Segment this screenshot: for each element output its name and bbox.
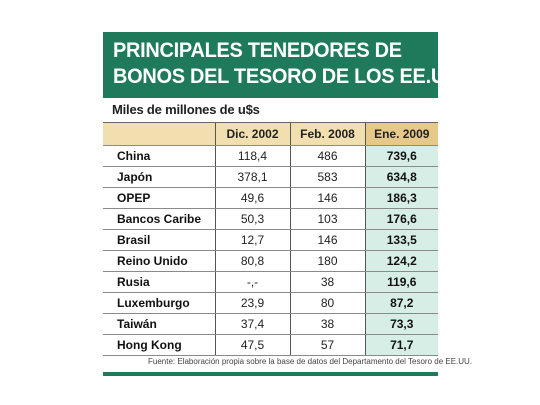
value-feb-2008: 38: [289, 271, 365, 293]
data-table-wrapper: Dic. 2002 Feb. 2008 Ene. 2009 China 118,4…: [103, 122, 438, 356]
row-label: Bancos Caribe: [103, 208, 215, 230]
value-feb-2008: 38: [289, 313, 365, 335]
value-dic-2002: 47,5: [214, 334, 290, 356]
bottom-accent-bar: [103, 372, 438, 376]
header-cell-ene-2009: Ene. 2009: [364, 123, 438, 146]
table-row: Bancos Caribe 50,3 103 176,6: [103, 208, 438, 230]
row-label: Brasil: [103, 229, 215, 251]
value-feb-2008: 486: [289, 145, 365, 167]
header-cell-name: [103, 123, 215, 146]
value-ene-2009: 73,3: [364, 313, 438, 335]
row-label: Reino Unido: [103, 250, 215, 272]
row-label: OPEP: [103, 187, 215, 209]
value-feb-2008: 80: [289, 292, 365, 314]
value-dic-2002: 37,4: [214, 313, 290, 335]
value-feb-2008: 180: [289, 250, 365, 272]
value-feb-2008: 57: [289, 334, 365, 356]
value-dic-2002: 12,7: [214, 229, 290, 251]
row-label: China: [103, 145, 215, 167]
value-ene-2009: 186,3: [364, 187, 438, 209]
holders-table: Dic. 2002 Feb. 2008 Ene. 2009 China 118,4…: [103, 123, 438, 356]
value-feb-2008: 146: [289, 187, 365, 209]
value-feb-2008: 146: [289, 229, 365, 251]
value-dic-2002: -,-: [214, 271, 290, 293]
source-note: Fuente: Elaboración propia sobre la base…: [148, 357, 473, 366]
value-dic-2002: 118,4: [214, 145, 290, 167]
value-feb-2008: 103: [289, 208, 365, 230]
table-row: Luxemburgo 23,9 80 87,2: [103, 292, 438, 314]
value-ene-2009: 739,6: [364, 145, 438, 167]
value-ene-2009: 119,6: [364, 271, 438, 293]
title-line-2: BONOS DEL TESORO DE LOS EE.UU.: [113, 65, 465, 88]
value-dic-2002: 80,8: [214, 250, 290, 272]
row-label: Rusia: [103, 271, 215, 293]
value-dic-2002: 49,6: [214, 187, 290, 209]
units-subtitle: Miles de millones de u$s: [112, 102, 260, 117]
value-dic-2002: 50,3: [214, 208, 290, 230]
table-row: Taiwán 37,4 38 73,3: [103, 313, 438, 335]
value-ene-2009: 87,2: [364, 292, 438, 314]
value-ene-2009: 124,2: [364, 250, 438, 272]
table-row: Brasil 12,7 146 133,5: [103, 229, 438, 251]
title-box: PRINCIPALES TENEDORES DE BONOS DEL TESOR…: [103, 32, 465, 98]
row-label: Luxemburgo: [103, 292, 215, 314]
table-row: Japón 378,1 583 634,8: [103, 166, 438, 188]
table-row: Hong Kong 47,5 57 71,7: [103, 334, 438, 356]
row-label: Hong Kong: [103, 334, 215, 356]
value-ene-2009: 133,5: [364, 229, 438, 251]
value-ene-2009: 71,7: [364, 334, 438, 356]
value-ene-2009: 176,6: [364, 208, 438, 230]
value-ene-2009: 634,8: [364, 166, 438, 188]
value-dic-2002: 23,9: [214, 292, 290, 314]
table-header-row: Dic. 2002 Feb. 2008 Ene. 2009: [103, 123, 438, 146]
title-line-1: PRINCIPALES TENEDORES DE: [113, 39, 402, 62]
table-row: Reino Unido 80,8 180 124,2: [103, 250, 438, 272]
header-cell-dic-2002: Dic. 2002: [214, 123, 290, 146]
header-cell-feb-2008: Feb. 2008: [289, 123, 365, 146]
value-feb-2008: 583: [289, 166, 365, 188]
row-label: Taiwán: [103, 313, 215, 335]
table-row: Rusia -,- 38 119,6: [103, 271, 438, 293]
table-row: OPEP 49,6 146 186,3: [103, 187, 438, 209]
table-row: China 118,4 486 739,6: [103, 145, 438, 167]
table-body: China 118,4 486 739,6 Japón 378,1 583 634,8 OPEP…: [103, 145, 438, 356]
row-label: Japón: [103, 166, 215, 188]
value-dic-2002: 378,1: [214, 166, 290, 188]
